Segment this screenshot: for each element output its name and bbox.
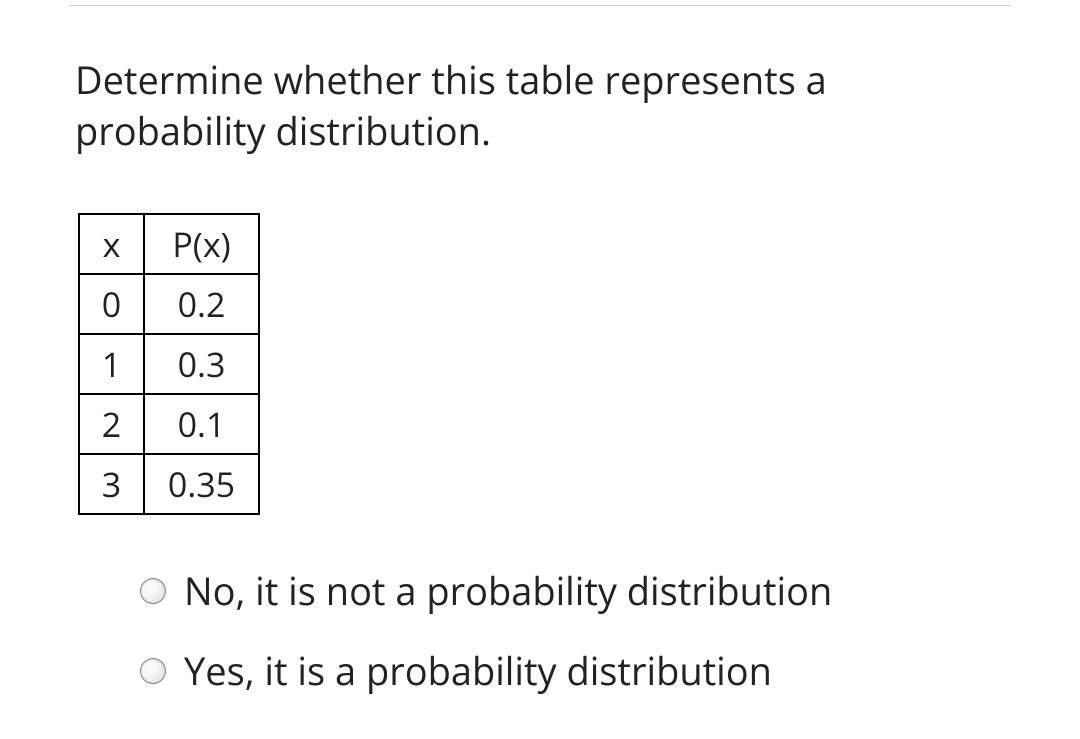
option-label-yes: Yes, it is a probability distribution [184,645,772,697]
option-no[interactable]: No, it is not a probability distribution [140,565,1005,617]
table-cell: 0.35 [144,454,259,514]
table-row: 0 0.2 [79,274,259,334]
probability-table: x P(x) 0 0.2 1 0.3 2 0.1 3 0.35 [78,213,260,515]
table-cell: 1 [79,334,144,394]
table-header-px: P(x) [144,214,259,274]
option-label-no: No, it is not a probability distribution [184,565,832,617]
top-divider [70,5,1010,6]
table-row: 1 0.3 [79,334,259,394]
radio-icon[interactable] [140,658,166,684]
radio-icon[interactable] [140,578,166,604]
table-cell: 0.2 [144,274,259,334]
question-content: Determine whether this table represents … [75,55,1005,725]
table-cell: 0 [79,274,144,334]
table-cell: 2 [79,394,144,454]
table-row: 3 0.35 [79,454,259,514]
option-yes[interactable]: Yes, it is a probability distribution [140,645,1005,697]
question-text: Determine whether this table represents … [75,55,1005,158]
table-cell: 0.1 [144,394,259,454]
table-cell: 3 [79,454,144,514]
table-header-row: x P(x) [79,214,259,274]
table-header-x: x [79,214,144,274]
table-row: 2 0.1 [79,394,259,454]
answer-options: No, it is not a probability distribution… [140,565,1005,697]
table-cell: 0.3 [144,334,259,394]
